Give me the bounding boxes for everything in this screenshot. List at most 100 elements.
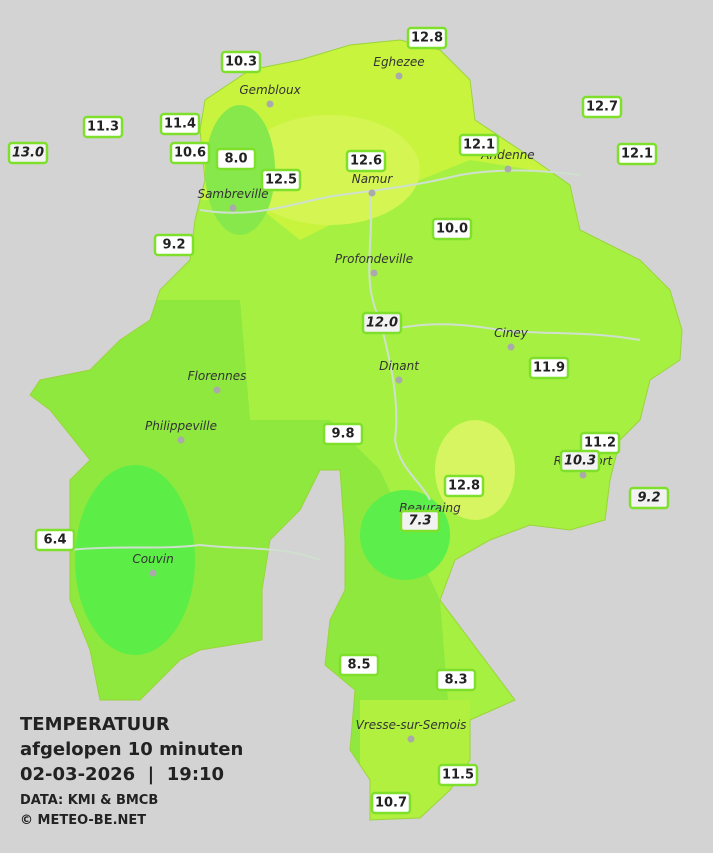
label-box [169, 141, 211, 165]
station-label: 10.3 [220, 50, 262, 74]
label-box [361, 311, 403, 335]
place-dot [177, 436, 185, 444]
place-dot [149, 569, 157, 577]
label-box [458, 133, 500, 157]
temperature: 12.8 [448, 479, 480, 494]
label-box [443, 474, 485, 498]
place-dot [395, 376, 403, 384]
station-label: 10.0 [431, 217, 473, 241]
station-label: 6.4 [34, 528, 76, 552]
source: DATA: KMI & BMCB [20, 793, 158, 808]
temperature: 8.3 [444, 673, 467, 688]
temperature: 6.4 [43, 533, 66, 548]
temperature: 10.3 [564, 454, 596, 469]
label-box [338, 653, 380, 677]
temperature: 10.0 [436, 222, 468, 237]
station-label: 10.3 [559, 449, 601, 473]
place-dot [579, 471, 587, 479]
place-dot [504, 165, 512, 173]
place-name: Sambreville [197, 187, 268, 201]
place-name: Profondeville [335, 252, 413, 266]
temperature: 12.0 [366, 316, 398, 331]
place-name: Dinant [379, 359, 420, 373]
station-label: 7.3 [399, 509, 441, 533]
place-dot [213, 386, 221, 394]
label-box [220, 50, 262, 74]
temperature: 10.3 [225, 55, 257, 70]
station-label: 10.6 [169, 141, 211, 165]
place-dot [370, 269, 378, 277]
station-label: 9.8 [322, 422, 364, 446]
station-label: 11.4 [159, 112, 201, 136]
station-label: 12.5 [260, 168, 302, 192]
station-label: 12.8 [406, 26, 448, 50]
temperature: 11.2 [584, 436, 616, 451]
label-box [616, 142, 658, 166]
place-name: Vresse-sur-Semois [356, 718, 467, 732]
label-box [159, 112, 201, 136]
place-dot [507, 343, 515, 351]
station-label: 11.5 [437, 763, 479, 787]
place-dot [229, 204, 237, 212]
datetime: 02-03-2026 | 19:10 [20, 764, 224, 785]
temperature: 8.0 [224, 152, 247, 167]
temperature: 12.7 [586, 100, 618, 115]
temperature: 13.0 [12, 146, 44, 161]
station-label: 13.0 [7, 141, 49, 165]
temperature: 11.5 [442, 768, 474, 783]
station-label: 12.1 [616, 142, 658, 166]
place-dot [395, 72, 403, 80]
temperature: 11.9 [533, 361, 565, 376]
station-label: 10.7 [370, 791, 412, 815]
temperature: 12.8 [411, 31, 443, 46]
station-label: 12.6 [345, 149, 387, 173]
temperature: 12.5 [265, 173, 297, 188]
label-box [322, 422, 364, 446]
temperature: 9.8 [331, 427, 354, 442]
label-box [215, 147, 257, 171]
station-label: 9.2 [628, 486, 670, 510]
place-dot [407, 735, 415, 743]
temperature: 10.7 [375, 796, 407, 811]
station-label: 12.1 [458, 133, 500, 157]
station-label: 11.3 [82, 115, 124, 139]
label-box [370, 791, 412, 815]
label-box [406, 26, 448, 50]
station-label: 8.5 [338, 653, 380, 677]
title: TEMPERATUUR [20, 714, 170, 735]
temperature: 10.6 [174, 146, 206, 161]
station-label: 8.3 [435, 668, 477, 692]
station-label: 12.7 [581, 95, 623, 119]
station-label: 12.0 [361, 311, 403, 335]
place-dot [368, 189, 376, 197]
station-label: 8.0 [215, 147, 257, 171]
temperature: 7.3 [408, 514, 431, 529]
temperature: 12.6 [350, 154, 382, 169]
label-box [345, 149, 387, 173]
label-box [431, 217, 473, 241]
place-name: Philippeville [145, 419, 217, 433]
label-box [528, 356, 570, 380]
label-box [628, 486, 670, 510]
copyright: © METEO-BE.NET [20, 813, 146, 828]
place-dot [266, 100, 274, 108]
label-box [260, 168, 302, 192]
label-box [7, 141, 49, 165]
label-box [559, 449, 601, 473]
place-name: Ciney [494, 326, 529, 340]
station-label: 9.2 [153, 233, 195, 257]
place-name: Namur [352, 172, 394, 186]
label-box [435, 668, 477, 692]
label-box [581, 95, 623, 119]
temperature: 8.5 [347, 658, 370, 673]
label-box [399, 509, 441, 533]
temperature: 9.2 [162, 238, 185, 253]
place-name: Couvin [132, 552, 173, 566]
place-name: Gembloux [239, 83, 301, 97]
label-box [437, 763, 479, 787]
temperature: 11.4 [164, 117, 196, 132]
temperature: 12.1 [621, 147, 653, 162]
label-box [153, 233, 195, 257]
label-box [82, 115, 124, 139]
